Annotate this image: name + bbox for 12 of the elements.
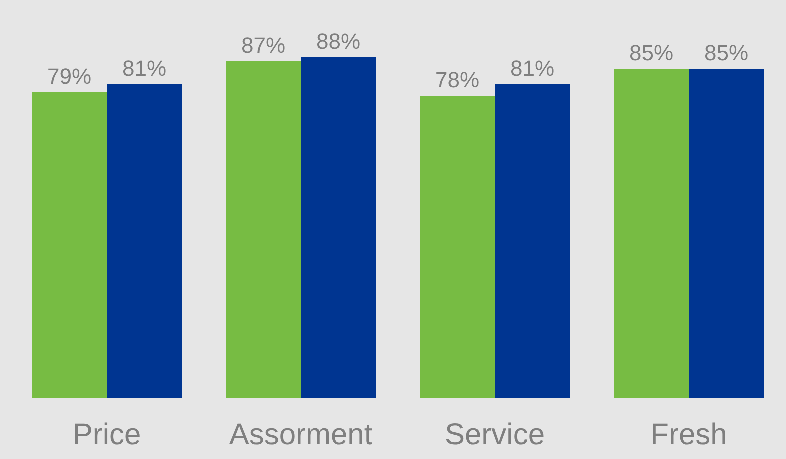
x-tick-label: Price — [72, 418, 142, 452]
data-label: 79% — [47, 64, 92, 89]
data-label: 87% — [241, 32, 286, 58]
x-tick-label: Service — [444, 418, 546, 452]
data-label: 88% — [316, 28, 361, 54]
data-label: 85% — [629, 40, 674, 66]
data-label: 78% — [435, 68, 480, 93]
data-label: 81% — [122, 56, 167, 82]
data-label: 85% — [704, 40, 749, 66]
x-tick-label: Fresh — [650, 418, 728, 452]
x-tick-label: Assorment — [229, 418, 374, 452]
data-label: 81% — [510, 56, 555, 82]
